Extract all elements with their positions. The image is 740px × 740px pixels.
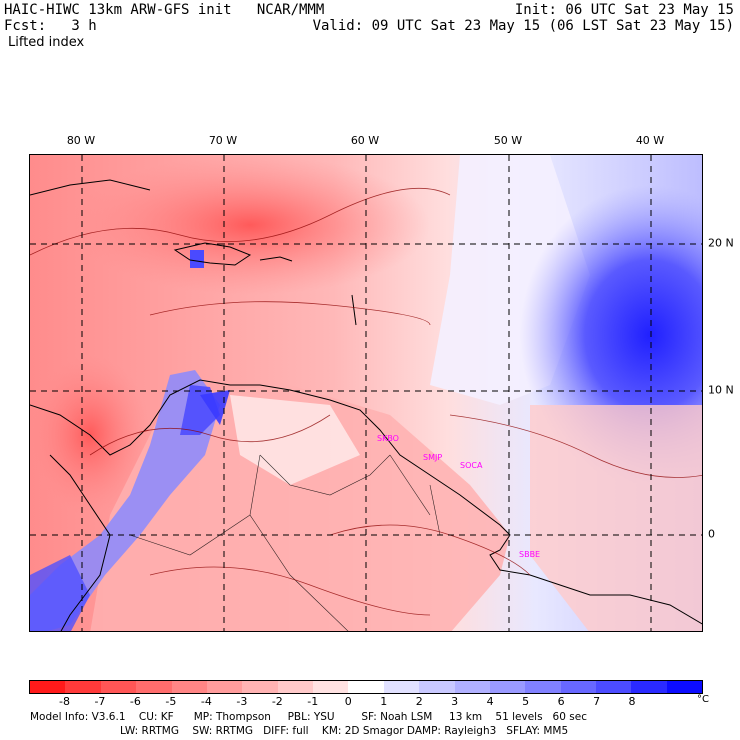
colorbar-tick-label: 4 — [486, 695, 494, 708]
andes-peak — [200, 390, 230, 425]
lat-label-10n: 10 N — [708, 383, 734, 397]
colorbar-cell — [206, 681, 243, 693]
political-borders — [129, 454, 441, 631]
colorbar-tick-label: 3 — [451, 695, 459, 708]
lon-label-80w: 80 W — [66, 134, 96, 147]
colorbar-tick-label: -3 — [236, 695, 248, 708]
lat-label-0: 0 — [708, 527, 715, 541]
venezuela-field — [230, 395, 360, 485]
station-soca: SOCA — [460, 461, 483, 470]
colorbar-cell — [348, 681, 384, 693]
colorbar-cell — [277, 681, 313, 693]
colorbar-tick-label: -1 — [307, 695, 319, 708]
colorbar-cell — [454, 681, 490, 693]
colorbar-cell — [171, 681, 207, 693]
station-skbo: SKBO — [377, 434, 399, 443]
colorbar-tick-label: -8 — [58, 695, 70, 708]
colorbar-cell — [383, 681, 420, 693]
colorbar-tick-label: 1 — [380, 695, 388, 708]
forecast-hour: Fcst: 3 h — [4, 18, 97, 34]
andes-stable-region — [30, 370, 220, 631]
unstable-region-caribbean — [70, 155, 430, 295]
colorbar-cell — [30, 681, 66, 693]
colorbar-cell — [136, 681, 172, 693]
colorbar — [29, 680, 703, 694]
lon-label-70w: 70 W — [208, 134, 238, 147]
model-info-line1: Model Info: V3.6.1 CU: KF MP: Thompson P… — [30, 711, 587, 723]
colorbar-cell — [560, 681, 596, 693]
equatorial-band — [530, 405, 702, 631]
lat-label-20n: 20 N — [708, 236, 734, 250]
hispaniola-spot — [190, 250, 204, 268]
colorbar-cell — [242, 681, 278, 693]
colorbar-cell — [666, 681, 703, 693]
station-smjp: SMJP — [423, 453, 442, 462]
pacific-stable-region — [30, 555, 90, 631]
field-name: Lifted index — [8, 35, 85, 50]
station-sbbe: SBBE — [519, 550, 540, 559]
colorbar-cell — [596, 681, 632, 693]
colorbar-tick-label: -7 — [94, 695, 106, 708]
colorbar-tick-label: 2 — [415, 695, 423, 708]
colorbar-unit: °C — [697, 694, 709, 705]
colorbar-cell — [525, 681, 561, 693]
model-info-line2: LW: RRTMG SW: RRTMG DIFF: full KM: 2D Sm… — [120, 725, 569, 737]
colorbar-tick-label: -2 — [271, 695, 283, 708]
graticule — [30, 155, 702, 631]
colorbar-tick-label: 7 — [593, 695, 601, 708]
lon-label-50w: 50 W — [493, 134, 523, 147]
map-panel: SKBO SMJP SOCA SBBE — [29, 154, 703, 632]
colorbar-cell — [419, 681, 455, 693]
contour-lines — [30, 187, 702, 616]
colorbar-tick-label: 5 — [522, 695, 530, 708]
model-title: HAIC-HIWC 13km ARW-GFS init NCAR/MMM — [4, 2, 325, 18]
colorbar-cell — [313, 681, 349, 693]
colorbar-cell — [65, 681, 101, 693]
colorbar-cell — [489, 681, 526, 693]
colorbar-tick-label: 6 — [557, 695, 565, 708]
colorbar-tick-label: 0 — [344, 695, 352, 708]
lon-label-40w: 40 W — [635, 134, 665, 147]
init-time: Init: 06 UTC Sat 23 May 15 — [514, 2, 734, 18]
valid-time: Valid: 09 UTC Sat 23 May 15 (06 LST Sat … — [312, 18, 734, 34]
lifted-index-map: SKBO SMJP SOCA SBBE — [30, 155, 702, 631]
colorbar-cell — [100, 681, 137, 693]
colorbar-tick-label: -6 — [129, 695, 141, 708]
colorbar-tick-label: 8 — [628, 695, 636, 708]
colorbar-tick-label: -4 — [200, 695, 212, 708]
colorbar-cell — [631, 681, 667, 693]
lon-label-60w: 60 W — [350, 134, 380, 147]
colorbar-tick-label: -5 — [165, 695, 177, 708]
